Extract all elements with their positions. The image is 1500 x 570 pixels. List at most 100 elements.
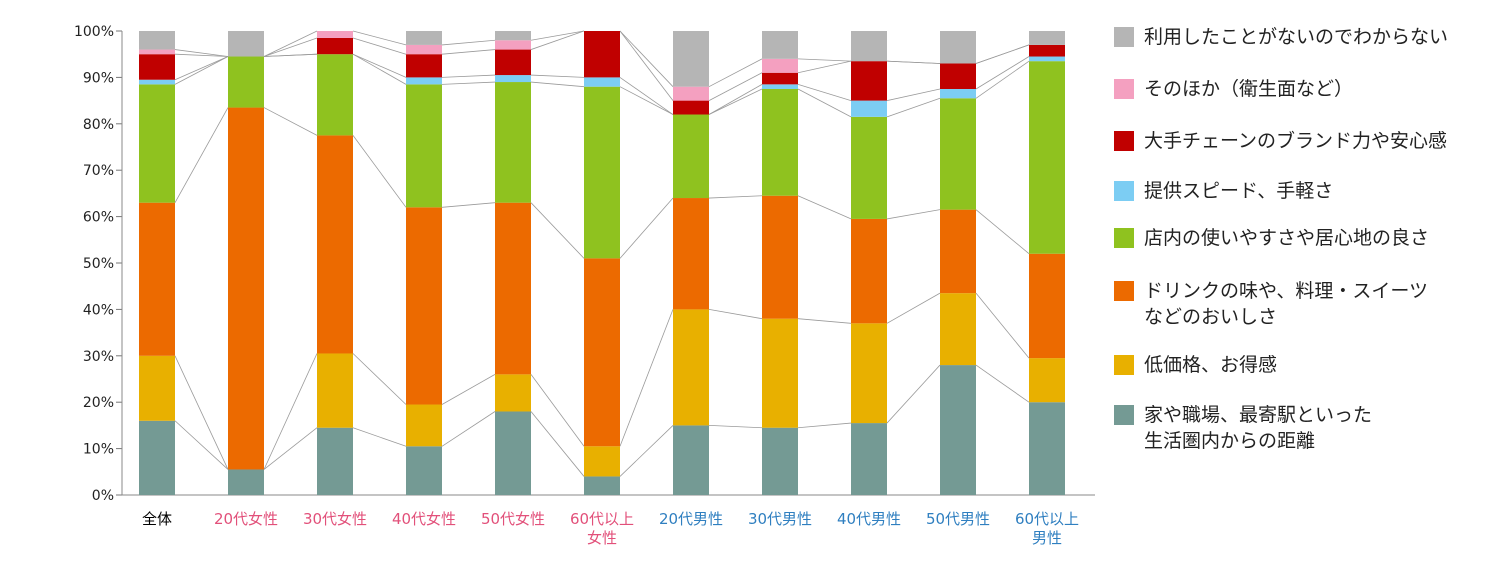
bar-segment (940, 293, 976, 366)
bar-segment (762, 89, 798, 196)
series-connector-line (797, 88, 852, 118)
legend-label: 大手チェーンのブランド力や安心感 (1144, 130, 1448, 152)
bar-segment (317, 135, 353, 354)
series-connector-line (174, 355, 229, 470)
bar-segment (762, 84, 798, 89)
legend-item: 家や職場、最寄駅といった 生活圏内からの距離 (1114, 402, 1372, 454)
series-connector-line (352, 37, 407, 55)
legend-label: 家や職場、最寄駅といった 生活圏内からの距離 (1144, 404, 1373, 452)
series-connector-line (886, 364, 941, 424)
bar-segment (139, 49, 175, 55)
series-connector-line (797, 60, 852, 74)
series-connector-line (530, 30, 585, 50)
legend-item: そのほか（衛生面など） (1114, 76, 1353, 102)
bar-segment (139, 79, 175, 85)
series-connector-line (619, 425, 674, 477)
y-tick-label: 30% (83, 349, 114, 365)
legend-swatch (1114, 27, 1134, 47)
series-connector-line (174, 107, 229, 203)
bar-segment (762, 58, 798, 73)
series-connector-line (530, 202, 585, 259)
x-category-label: 30代男性 (748, 510, 812, 528)
stacked-bar-chart: 0% 10% 20% 30% 40% 50% 60% 70% 80% 90% 100% 全体 20代女性… (74, 24, 1095, 547)
bar-segment (851, 218, 887, 324)
y-tick-label: 20% (83, 395, 114, 411)
series-connector-line (530, 81, 585, 88)
series-connector-line (797, 318, 852, 324)
y-tick-label: 40% (83, 302, 114, 318)
bar-segment (495, 75, 531, 83)
legend-item: 店内の使いやすさや居心地の良さ (1114, 225, 1429, 251)
series-connector-line (352, 353, 407, 405)
bar-segment (495, 31, 531, 41)
x-category-label: 50代女性 (481, 510, 545, 528)
series-connector-line (886, 292, 941, 324)
legend-item: 提供スピード、手軽さ (1114, 178, 1333, 204)
bar-segment (762, 31, 798, 59)
bar-segment (940, 98, 976, 210)
series-connector-line (975, 292, 1030, 359)
bar-segment (406, 404, 442, 447)
y-tick-label: 50% (83, 256, 114, 272)
series-connector-line (797, 58, 852, 62)
legend-item: 利用したことがないのでわからない (1114, 24, 1448, 50)
legend-label: 店内の使いやすさや居心地の良さ (1144, 227, 1430, 249)
bar-segment (762, 427, 798, 495)
series-connector-line (797, 422, 852, 429)
series-connector-line (352, 135, 407, 208)
bar-segment (851, 116, 887, 219)
bar-segment (1029, 61, 1065, 254)
bar-segment (495, 411, 531, 495)
bar-segment (762, 318, 798, 428)
series-7 (139, 31, 1065, 87)
series-connector-line (619, 197, 674, 259)
legend-label: 低価格、お得感 (1144, 354, 1278, 376)
series-connector-line (530, 74, 585, 78)
x-category-label: 40代男性 (837, 510, 901, 528)
series-connector-line (441, 74, 496, 78)
legend-swatch (1114, 281, 1134, 301)
series-connector-line (975, 56, 1030, 90)
series-connector-line (619, 30, 674, 87)
bar-segment (1029, 44, 1065, 57)
bar-segment (940, 209, 976, 294)
series-5 (139, 31, 1065, 115)
series-connector-line (797, 83, 852, 101)
y-tick-label: 60% (83, 210, 114, 226)
series-connector-line (708, 309, 763, 320)
bar-segment (1029, 358, 1065, 403)
bar-segment (406, 207, 442, 405)
bar-segment (406, 31, 442, 45)
series-connector-line (174, 56, 229, 85)
series-connector-line (530, 30, 585, 41)
legend-label: 利用したことがないのでわからない (1144, 26, 1449, 48)
legend-swatch (1114, 131, 1134, 151)
series-4 (139, 56, 1065, 117)
bar-segment (940, 365, 976, 495)
series-connector-line (263, 427, 318, 470)
bar-segment (228, 31, 264, 57)
series-connector-line (975, 44, 1030, 64)
bar-segment (940, 63, 976, 89)
bar-segment (406, 54, 442, 78)
bar-segment (139, 84, 175, 203)
bar-segment (406, 44, 442, 55)
bar-segment (495, 374, 531, 412)
series-connector-line (174, 49, 229, 57)
bar-segment (584, 77, 620, 87)
series-connector-line (975, 364, 1030, 403)
series-connector-line (708, 195, 763, 199)
bar-segment (762, 195, 798, 319)
x-category-label: 40代女性 (392, 510, 456, 528)
series-connector-line (352, 30, 407, 46)
legend-swatch (1114, 181, 1134, 201)
bar-segment (673, 100, 709, 115)
x-category-label: 60代以上男性 (1015, 510, 1079, 547)
series-3 (139, 54, 1065, 259)
series-connector-line (174, 420, 229, 470)
bar-segment (139, 420, 175, 495)
bar-segment (584, 446, 620, 477)
series-connector-line (174, 56, 229, 81)
bar-segment (139, 54, 175, 80)
bar-segment (1029, 402, 1065, 495)
